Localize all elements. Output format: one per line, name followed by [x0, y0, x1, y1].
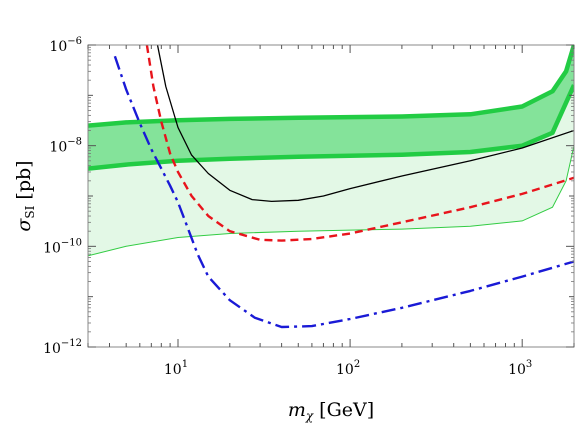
bands-layer [88, 45, 574, 257]
light-green-band-lower-edge [88, 145, 574, 257]
ticks-layer [87, 44, 575, 348]
x-tick-label: 103 [508, 359, 532, 378]
y-tick-label: 10−12 [43, 338, 82, 357]
x-tick-label: 101 [164, 359, 188, 378]
y-tick-label: 10−6 [49, 36, 82, 55]
series-line-solid-black [156, 45, 574, 203]
y-axis-title: σSI [pb] [13, 160, 37, 231]
dark-green-band-upper-edge [88, 45, 574, 128]
y-tick-label: 10−8 [49, 137, 82, 156]
light-green-band-fill [88, 85, 574, 256]
tick-labels-layer: 101 102 103 10−12 10−10 10−8 10−6 [43, 36, 532, 378]
series-layer [113, 45, 574, 329]
x-tick-label: 102 [336, 359, 360, 378]
dark-green-band-lower-edge [88, 84, 574, 171]
y-tick-label: 10−10 [43, 237, 82, 256]
dark-green-band-fill [88, 45, 574, 169]
series-line-blue-dashdot [113, 55, 574, 329]
x-axis-title: mχ [GeV] [288, 399, 374, 423]
series-line-red-dashed [145, 45, 574, 242]
